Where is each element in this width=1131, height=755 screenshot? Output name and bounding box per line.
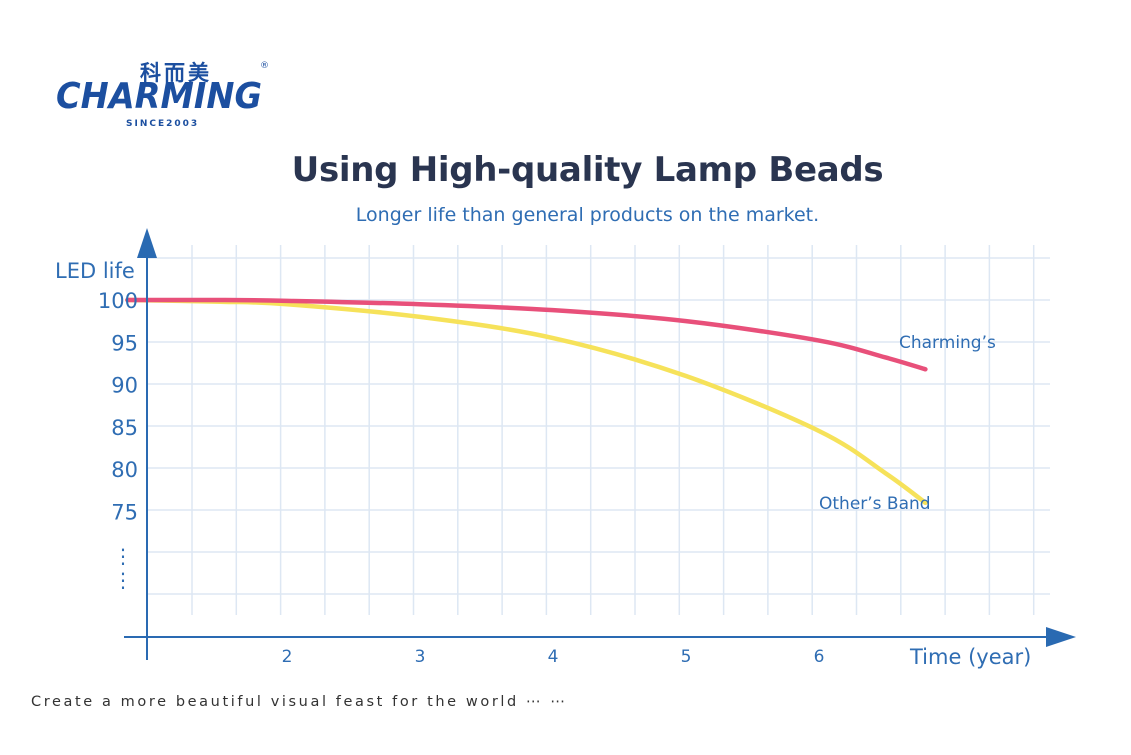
- x-tick-label: 6: [814, 647, 825, 667]
- x-axis-label: Time (year): [909, 645, 1031, 669]
- y-tick-label: 75: [111, 500, 138, 524]
- x-tick-labels: 2 3 4 5 6: [282, 647, 825, 667]
- logo-registered-mark: ®: [260, 61, 269, 71]
- y-break-marker-2: ⋮: [113, 568, 133, 592]
- page-subtitle: Longer life than general products on the…: [355, 204, 820, 226]
- page-title: Using High-quality Lamp Beads: [291, 150, 884, 190]
- y-break-marker-1: ⋮: [113, 544, 133, 568]
- x-tick-label: 5: [681, 647, 692, 667]
- led-life-chart: LED life Time (year) 100 95 90 85 80 75 2 3 4 5 6…: [55, 228, 1076, 669]
- x-axis-arrow: [1046, 627, 1076, 647]
- y-tick-label: 80: [111, 458, 138, 482]
- y-tick-label: 85: [111, 416, 138, 440]
- y-tick-label: 100: [98, 289, 138, 313]
- series-label: Other’s Band: [819, 494, 931, 514]
- series-label: Charming’s: [899, 333, 996, 353]
- footer-tagline: Create a more beautiful visual feast for…: [31, 694, 568, 710]
- series-line: [125, 297, 928, 372]
- y-tick-label: 90: [111, 374, 138, 398]
- series-labels: Charming’s Other’s Band: [819, 333, 996, 514]
- logo-cn-text: 科而美: [140, 61, 212, 85]
- y-tick-label: 95: [111, 331, 138, 355]
- y-tick-labels: 100 95 90 85 80 75: [98, 289, 138, 524]
- logo-brand-text: CHARMING: [56, 76, 262, 117]
- logo-since-text: SINCE2003: [126, 119, 199, 129]
- series-line: [125, 297, 928, 506]
- series-lines: [125, 297, 928, 506]
- x-tick-label: 2: [282, 647, 293, 667]
- axes: [124, 228, 1076, 660]
- y-axis-arrow: [137, 228, 157, 258]
- x-tick-label: 4: [548, 647, 559, 667]
- charming-logo: 科而美 ® CHARMING SINCE2003: [56, 61, 269, 129]
- y-axis-label: LED life: [55, 259, 135, 283]
- x-tick-label: 3: [415, 647, 426, 667]
